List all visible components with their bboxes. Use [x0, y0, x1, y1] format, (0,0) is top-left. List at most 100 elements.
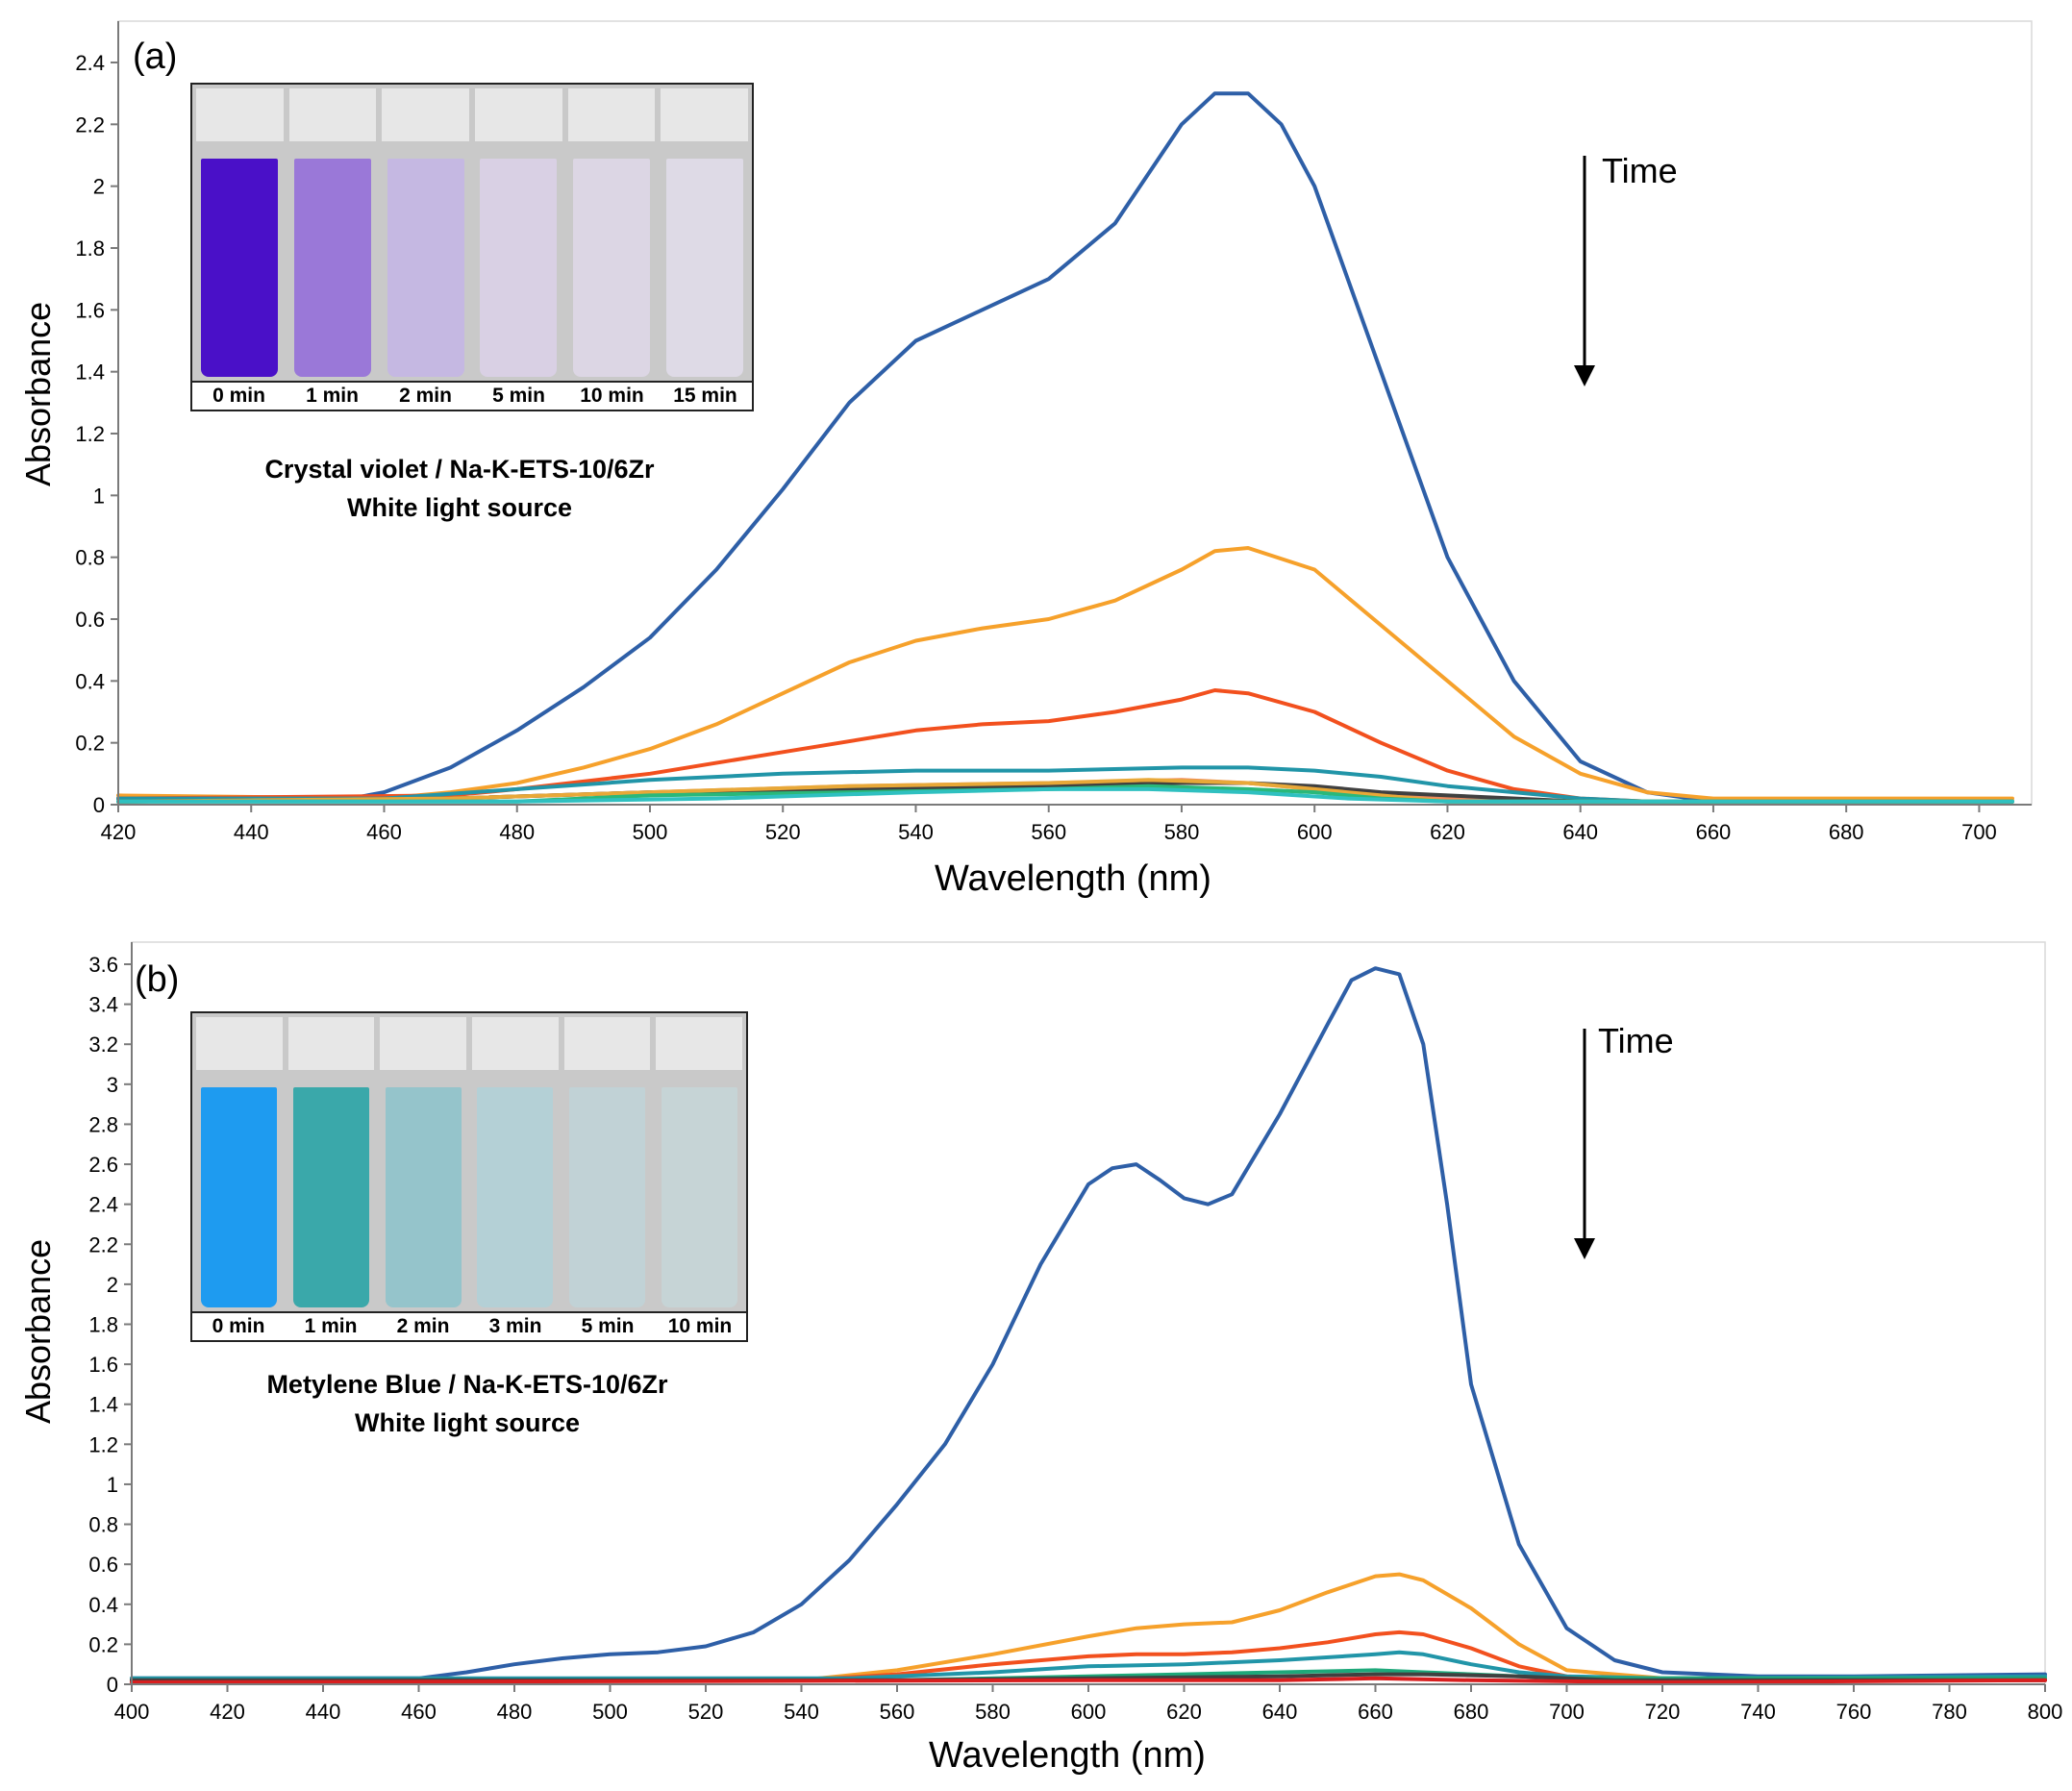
x-tick-label: 560: [880, 1700, 915, 1724]
series-line: [130, 1629, 2047, 1682]
series-line: [116, 778, 2014, 804]
x-tick-label: 460: [401, 1700, 437, 1724]
vial-label: 2 min: [399, 385, 452, 407]
vial-label: 15 min: [673, 385, 737, 407]
vial-label: 5 min: [492, 385, 545, 407]
x-tick-label: 600: [1297, 820, 1333, 844]
x-tick-label: 580: [1164, 820, 1200, 844]
x-tick-label: 400: [114, 1700, 150, 1724]
panel-a-caption-line2: White light source: [346, 493, 572, 522]
panel-b-vial-photo: 0 min 1 min 2 min 3 min 5 min 10 min: [190, 1011, 748, 1342]
x-tick-label: 660: [1358, 1700, 1393, 1724]
vial-solution: [385, 1087, 462, 1307]
y-tick-label: 3.6: [88, 953, 118, 977]
panel-a-vial-photo: 0 min 1 min 2 min 5 min 10 min 15 min: [190, 83, 754, 411]
y-tick-label: 3.2: [88, 1032, 118, 1057]
vial-solution: [665, 158, 743, 377]
x-tick-label: 800: [2028, 1700, 2063, 1724]
y-tick-label: 0.6: [88, 1553, 118, 1577]
panel-a-ylabel: Absorbance: [18, 301, 58, 486]
x-tick-label: 520: [688, 1700, 724, 1724]
panel-b-letter: (b): [135, 959, 180, 1000]
panel-a-vial-labels: 0 min 1 min 2 min 5 min 10 min 15 min: [192, 381, 752, 410]
vial-label: 1 min: [304, 1315, 358, 1337]
x-tick-label: 500: [592, 1700, 628, 1724]
x-tick-label: 640: [1262, 1700, 1298, 1724]
vial-cap: [475, 88, 562, 141]
vial: [567, 88, 656, 381]
y-tick-label: 0.2: [88, 1632, 118, 1656]
vial-label: 10 min: [667, 1315, 733, 1337]
vial-solution: [477, 1087, 554, 1307]
vial: [196, 88, 284, 381]
vial-solution: [480, 158, 558, 377]
x-tick-label: 700: [1961, 820, 1997, 844]
vial-cap: [196, 1017, 283, 1071]
y-tick-label: 2.8: [88, 1112, 118, 1136]
panel-b-caption: Metylene Blue / Na-K-ETS-10/6Zr White li…: [217, 1365, 717, 1442]
y-tick-label: 1.8: [75, 236, 105, 261]
x-tick-label: 680: [1454, 1700, 1489, 1724]
series-line: [130, 1650, 2047, 1680]
x-tick-label: 600: [1071, 1700, 1107, 1724]
vial-cap: [196, 88, 284, 141]
series-line: [130, 1676, 2047, 1684]
vial: [288, 88, 377, 381]
panel-a-xlabel: Wavelength (nm): [935, 858, 1211, 899]
x-tick-label: 660: [1696, 820, 1732, 844]
x-tick-label: 620: [1166, 1700, 1202, 1724]
chart-a-svg: 420 440 460 480 500 520 540 560 580 600 620 640 660 6…: [75, 20, 2033, 844]
vial-solution: [661, 1087, 737, 1307]
y-tick-label: 1.2: [88, 1432, 118, 1456]
y-tick-label: 0.6: [75, 608, 105, 632]
panel-b-vials: [192, 1013, 746, 1311]
x-tick-label: 680: [1829, 820, 1864, 844]
vial-cap: [563, 1017, 651, 1071]
x-tick-label: 420: [101, 820, 137, 844]
vial-cap: [567, 88, 656, 141]
vial: [563, 1017, 651, 1311]
x-tick-label: 640: [1562, 820, 1598, 844]
y-tick-label: 0: [93, 793, 105, 817]
series-line: [130, 1572, 2047, 1682]
y-tick-label: 1.6: [75, 298, 105, 322]
y-tick-label: 2.4: [88, 1193, 118, 1217]
y-tick-label: 1.6: [88, 1353, 118, 1377]
series-line: [116, 91, 2014, 804]
time-arrow-head: [1574, 365, 1595, 386]
vial-solution: [569, 1087, 645, 1307]
vial-cap: [287, 1017, 375, 1071]
x-tick-label: 500: [633, 820, 668, 844]
y-tick-label: 2.2: [88, 1232, 118, 1256]
series-line: [116, 765, 2014, 804]
y-tick-label: 0.4: [75, 669, 105, 693]
y-tick-label: 0.2: [75, 732, 105, 756]
panel-b-caption-line2: White light source: [354, 1408, 580, 1437]
vial-label: 5 min: [581, 1315, 635, 1337]
x-tick-label: 560: [1031, 820, 1066, 844]
x-tick-label: 480: [499, 820, 535, 844]
y-tick-label: 2.6: [88, 1153, 118, 1177]
vial-cap: [380, 1017, 467, 1071]
x-tick-label: 540: [898, 820, 934, 844]
panel-a-caption-line1: Crystal violet / Na-K-ETS-10/6Zr: [264, 455, 655, 484]
x-tick-label: 720: [1645, 1700, 1681, 1724]
y-tick-label: 2.4: [75, 51, 105, 75]
vial: [661, 88, 749, 381]
x-tick-label: 700: [1549, 1700, 1585, 1724]
x-tick-label: 740: [1740, 1700, 1776, 1724]
vial-cap: [472, 1017, 559, 1071]
x-tick-label: 520: [765, 820, 801, 844]
vial: [472, 1017, 559, 1311]
panel-b-ylabel: Absorbance: [18, 1238, 58, 1424]
vial-solution: [294, 158, 371, 377]
panel-a-vials: [192, 85, 752, 381]
panel-b-time-label: Time: [1598, 1021, 1674, 1060]
y-tick-label: 0.8: [88, 1513, 118, 1537]
y-tick-label: 0.8: [75, 546, 105, 570]
vial-solution: [387, 158, 464, 377]
series-line: [130, 966, 2047, 1680]
vial-label: 1 min: [306, 385, 359, 407]
y-tick-label: 2.2: [75, 112, 105, 137]
panel-a: 420 440 460 480 500 520 540 560 580 600 620 640 660 6…: [18, 20, 2033, 899]
